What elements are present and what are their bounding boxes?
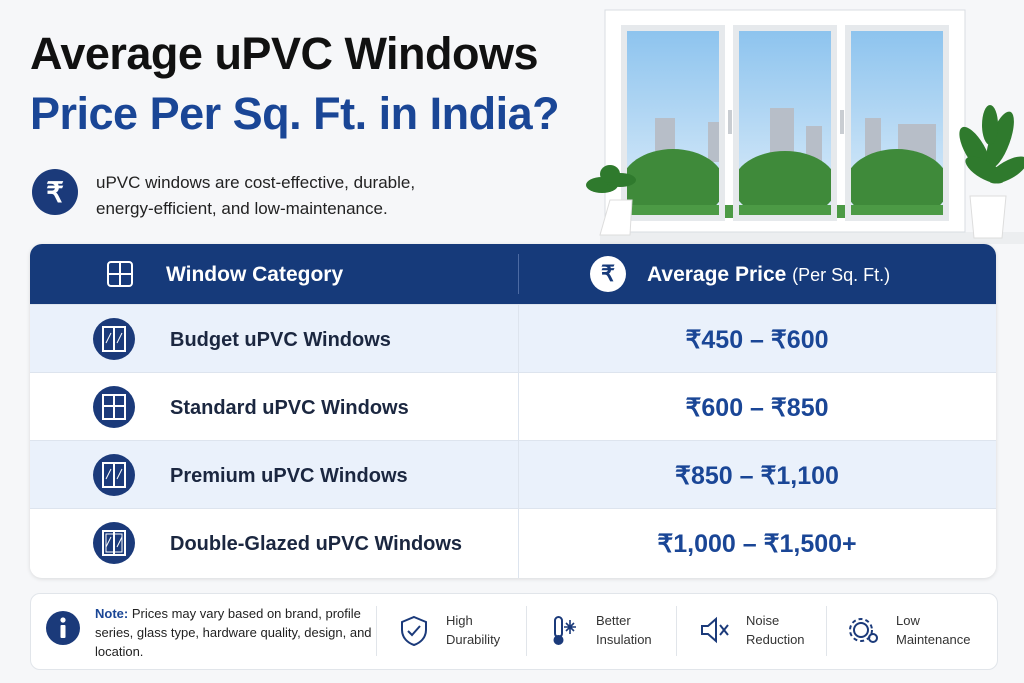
info-icon	[46, 611, 80, 645]
category: Standard uPVC Windows	[170, 397, 409, 419]
note-text: Prices may vary based on brand, profile …	[95, 606, 372, 659]
row-icon	[93, 386, 135, 428]
title: Price Per Sq. Ft. in India?	[30, 88, 560, 139]
separator	[526, 606, 527, 656]
price: ₹450 – ₹600	[685, 326, 829, 354]
row-icon	[93, 522, 135, 564]
feature-label: High Durability	[446, 613, 501, 647]
separator	[376, 606, 377, 656]
intro-text: uPVC windows are cost-effective, durable…	[96, 173, 416, 218]
table-row: Budget uPVC Windows ₹450 – ₹600	[30, 304, 996, 373]
feature-icon	[401, 615, 427, 647]
divider	[518, 254, 519, 294]
rupee-icon: ₹	[32, 169, 78, 215]
price: ₹850 – ₹1,100	[675, 462, 839, 490]
separator	[826, 606, 827, 656]
note-label: Note:	[95, 606, 129, 621]
note-panel: Note: Prices may vary based on brand, pr…	[30, 593, 998, 670]
row-icon	[93, 318, 135, 360]
table-row: Double-Glazed uPVC Windows ₹1,000 – ₹1,50…	[30, 508, 996, 577]
column-header: Window Category	[166, 263, 344, 286]
price: ₹600 – ₹850	[685, 394, 829, 422]
rupee-icon: ₹	[590, 256, 626, 292]
row-icon	[93, 454, 135, 496]
category: Budget uPVC Windows	[170, 329, 391, 351]
table-row: Premium uPVC Windows ₹850 – ₹1,100	[30, 440, 996, 509]
table-row: Standard uPVC Windows ₹600 – ₹850	[30, 372, 996, 441]
window-illustration	[586, 9, 1024, 244]
category: Double-Glazed uPVC Windows	[170, 533, 463, 555]
feature-icon	[701, 616, 729, 644]
separator	[676, 606, 677, 656]
divider	[518, 304, 519, 578]
column-subheader: (Per Sq. Ft.)	[792, 265, 891, 285]
window-icon	[107, 261, 133, 287]
title: Average uPVC Windows	[30, 28, 539, 79]
price: ₹1,000 – ₹1,500+	[657, 530, 857, 558]
feature-icon	[553, 616, 576, 645]
column-header: Average Price	[647, 263, 787, 286]
price-table: Window Category ₹ Average Price (Per Sq.…	[30, 244, 996, 578]
feature-label: Low Maintenance	[896, 613, 971, 647]
table-header: Window Category ₹ Average Price (Per Sq.…	[30, 244, 996, 304]
category: Premium uPVC Windows	[170, 465, 408, 487]
feature-label: Noise Reduction	[746, 613, 805, 647]
feature-icon	[849, 618, 878, 643]
feature-label: Better Insulation	[596, 613, 652, 647]
